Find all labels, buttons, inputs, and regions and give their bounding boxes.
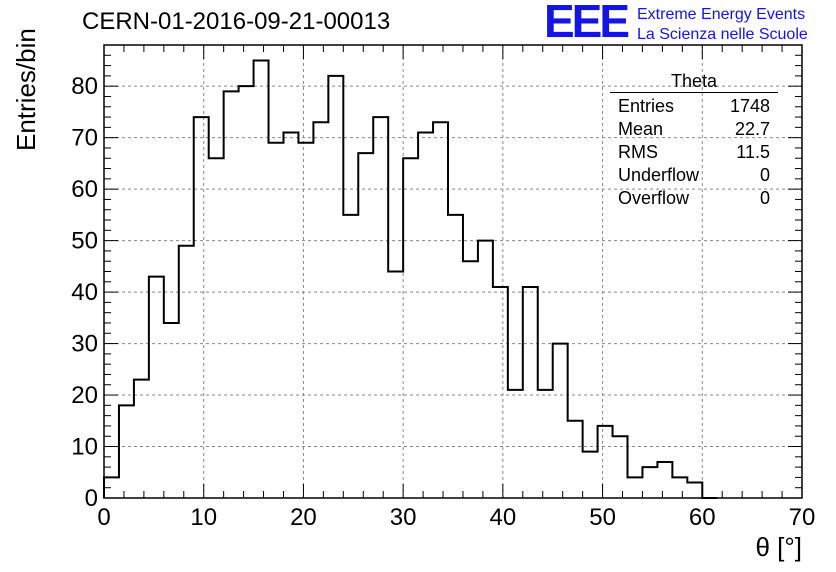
plot-frame [103, 44, 803, 499]
x-tick-label: 60 [689, 504, 716, 531]
stats-value: 0 [759, 188, 770, 208]
x-tick-label: 10 [190, 504, 217, 531]
minor-ticks [103, 44, 803, 499]
stats-row-mean: Mean 22.7 [610, 118, 778, 141]
x-tick-label: 70 [789, 504, 816, 531]
stats-row-overflow: Overflow 0 [610, 187, 778, 210]
stats-label: RMS [618, 142, 658, 162]
run-title: CERN-01-2016-09-21-00013 [82, 8, 391, 35]
x-tick-label: 40 [490, 504, 517, 531]
y-tick-label: 60 [71, 176, 98, 203]
x-tick-label: 30 [390, 504, 417, 531]
x-tick-label: 0 [97, 504, 110, 531]
x-axis-label: θ [°] [755, 532, 802, 562]
stats-value: 1748 [729, 96, 770, 116]
y-tick-label: 20 [71, 382, 98, 409]
stats-value: 0 [759, 165, 770, 185]
y-tick-labels: 0 10 20 30 40 50 60 70 80 [71, 73, 98, 512]
x-tick-label: 50 [589, 504, 616, 531]
stats-label: Underflow [618, 165, 700, 185]
logo-line-1: Extreme Energy Events [637, 6, 806, 23]
stats-title: Theta [610, 72, 778, 93]
x-tick-label: 20 [290, 504, 317, 531]
stats-row-underflow: Underflow 0 [610, 164, 778, 187]
y-tick-label: 50 [71, 228, 98, 255]
stats-value: 22.7 [734, 119, 770, 139]
stats-label: Overflow [618, 188, 690, 208]
histogram-step-line [103, 59, 718, 499]
stats-label: Entries [618, 96, 675, 116]
y-tick-label: 70 [71, 125, 98, 152]
stats-value: 11.5 [736, 142, 770, 162]
y-tick-label: 80 [71, 73, 98, 100]
stats-row-entries: Entries 1748 [610, 95, 778, 118]
stats-box: Theta Entries 1748 Mean 22.7 RMS 11.5 Un… [610, 72, 778, 210]
y-tick-label: 0 [85, 485, 98, 512]
y-tick-label: 40 [71, 279, 98, 306]
y-tick-label: 10 [71, 434, 98, 461]
y-tick-label: 30 [71, 331, 98, 358]
logo-line-2: La Scienza nelle Scuole [637, 26, 808, 43]
y-axis-label: Entries/bin [11, 28, 41, 151]
logo-mark: EEE [544, 0, 630, 47]
x-tick-labels: 0 10 20 30 40 50 60 70 [97, 504, 815, 531]
stats-row-rms: RMS 11.5 [610, 141, 778, 164]
eee-logo: EEE Extreme Energy Events La Scienza nel… [540, 0, 836, 47]
grid-lines [104, 45, 802, 498]
stats-label: Mean [618, 119, 664, 139]
